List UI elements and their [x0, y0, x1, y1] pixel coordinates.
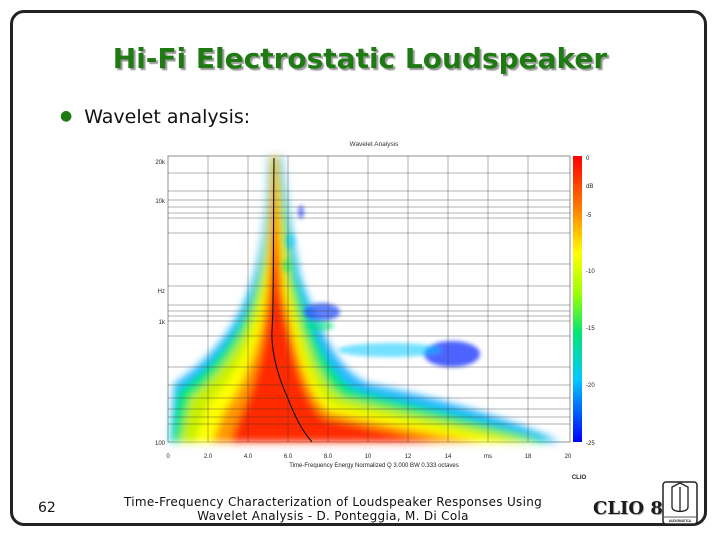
bullet-text: Wavelet analysis: [84, 106, 251, 128]
colorbar-labels: 0 dB -5 -10 -15 -20 -25 [586, 156, 595, 447]
logo-lettering: AUDIOMATICA [669, 519, 692, 523]
bullet-item: ● Wavelet analysis: [60, 106, 250, 128]
chart-caption: Time-Frequency Energy Normalized Q 3.000… [289, 463, 459, 469]
x-tick-labels: 0 2.0 4.0 6.0 8.0 10 12 14 ms 18 20 [166, 454, 572, 460]
x-tick-label: 2.0 [204, 454, 213, 460]
x-tick-label: 18 [525, 454, 532, 460]
x-tick-label: 14 [445, 454, 452, 460]
colorbar-tick-label: -10 [586, 269, 595, 275]
y-tick-label: 1k [159, 320, 166, 326]
colorbar-unit: dB [586, 184, 593, 190]
energy-field [170, 156, 560, 443]
y-tick-label: 100 [155, 441, 166, 447]
colorbar-tick-label: -15 [586, 326, 595, 332]
y-tick-label: 10k [155, 199, 166, 205]
colorbar-tick-label: -25 [586, 441, 595, 447]
x-tick-label: 4.0 [244, 454, 253, 460]
footer-line: Time-Frequency Characterization of Louds… [123, 495, 543, 509]
slide-title: Hi-Fi Electrostatic Loudspeaker [112, 42, 608, 75]
colorbar-tick-label: 0 [586, 156, 590, 162]
y-tick-label: 20k [155, 160, 166, 166]
colorbar-tick-label: -5 [586, 213, 592, 219]
grid-lines [168, 156, 570, 442]
footer-citation: Time-Frequency Characterization of Louds… [88, 495, 578, 523]
slide-frame [10, 10, 707, 526]
wavelet-chart: Wavelet Analysis [155, 141, 595, 481]
audiomatica-logo: AUDIOMATICA [662, 481, 698, 525]
colorbar [573, 156, 582, 442]
x-tick-label: 12 [405, 454, 412, 460]
footer-line: Wavelet Analysis - D. Ponteggia, M. Di C… [197, 509, 469, 523]
brand-name: CLIO 8 [593, 498, 663, 519]
x-tick-label: 10 [365, 454, 372, 460]
software-label: CLIO [572, 475, 587, 481]
energy-ridge-line [271, 157, 313, 443]
page-number: 62 [38, 500, 56, 516]
x-tick-label: 6.0 [284, 454, 293, 460]
bullet-dot-icon: ● [60, 108, 73, 124]
x-tick-label: ms [484, 454, 492, 460]
y-tick-labels: 20k 10k 1k 100 Hz [155, 160, 166, 447]
colorbar-tick-label: -20 [586, 383, 595, 389]
x-tick-label: 8.0 [324, 454, 333, 460]
chart-title: Wavelet Analysis [350, 141, 400, 148]
y-axis-label: Hz [158, 289, 165, 295]
x-tick-label: 20 [565, 454, 572, 460]
x-tick-label: 0 [166, 454, 170, 460]
